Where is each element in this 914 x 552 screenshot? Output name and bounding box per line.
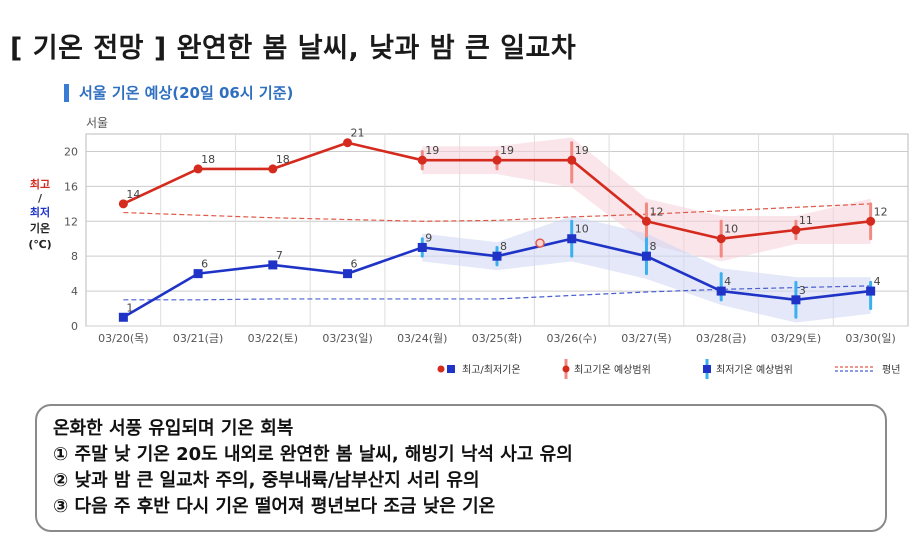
min-temp-point <box>791 295 801 305</box>
legend-max-range-marker <box>562 365 570 373</box>
y-tick-label: 8 <box>71 250 78 263</box>
y-axis-label-part: 최고 <box>30 177 50 191</box>
legend-min-range-marker <box>703 365 711 373</box>
x-tick-label: 03/21(금) <box>173 332 223 345</box>
summary-item-3: ③ 다음 주 후반 다시 기온 떨어져 평년보다 조금 낮은 기온 <box>53 496 496 517</box>
min-temp-label: 6 <box>201 258 208 271</box>
x-tick-label: 03/27(목) <box>621 332 671 345</box>
max-temp-label: 19 <box>425 144 439 157</box>
max-temp-label: 11 <box>799 214 813 227</box>
y-axis-label-part: / <box>38 192 43 205</box>
summary-item-2: ② 낮과 밤 큰 일교차 주의, 중부내륙/남부산지 서리 유의 <box>53 470 480 491</box>
max-temp-point <box>866 216 876 226</box>
legend-label: 최저기온 예상범위 <box>716 363 793 376</box>
x-tick-label: 03/30(일) <box>845 331 895 345</box>
max-temp-point <box>791 225 801 235</box>
min-temp-point <box>268 260 278 270</box>
min-temp-point <box>716 286 726 296</box>
min-temp-label: 4 <box>724 275 731 288</box>
x-tick-label: 03/25(화) <box>472 332 522 345</box>
max-range-band <box>422 137 871 262</box>
y-axis-label-part: 최저 <box>30 205 50 219</box>
summary-box: 온화한 서풍 유입되며 기온 회복 ① 주말 낮 기온 20도 내외로 완연한 … <box>35 404 887 532</box>
legend-label: 최고/최저기온 <box>462 364 521 376</box>
min-temp-point <box>343 269 353 279</box>
max-temp-point <box>716 234 726 244</box>
max-temp-label: 14 <box>126 188 140 201</box>
max-temp-point <box>343 138 353 148</box>
max-temp-point <box>417 155 427 165</box>
min-temp-label: 10 <box>575 223 589 236</box>
max-temp-label: 19 <box>500 144 514 157</box>
min-temp-point <box>492 251 502 261</box>
max-temp-label: 10 <box>724 223 738 236</box>
max-temp-label: 18 <box>276 153 290 166</box>
max-temp-point <box>567 155 577 165</box>
min-temp-label: 8 <box>500 240 507 253</box>
min-temp-point <box>193 269 203 279</box>
min-temp-point <box>866 286 876 296</box>
min-temp-label: 8 <box>649 240 656 253</box>
summary-item-1: ① 주말 낮 기온 20도 내외로 완연한 봄 날씨, 해빙기 낙석 사고 유의 <box>53 444 573 465</box>
y-axis-label-part: (℃) <box>28 238 51 251</box>
min-temp-label: 9 <box>425 231 432 244</box>
max-temp-point <box>118 199 128 209</box>
legend-label: 평년 <box>882 364 900 376</box>
min-temp-label: 3 <box>799 284 806 297</box>
max-temp-label: 21 <box>351 127 365 140</box>
x-tick-label: 03/23(일) <box>322 331 372 345</box>
max-temp-label: 12 <box>649 205 663 218</box>
min-temp-point <box>118 312 128 322</box>
location-label: 서울 <box>86 116 108 130</box>
legend-max-marker <box>437 365 445 373</box>
max-temp-label: 12 <box>874 205 888 218</box>
x-tick-label: 03/22(토) <box>248 332 298 345</box>
max-normal-line <box>123 203 871 222</box>
legend-label: 최고기온 예상범위 <box>574 363 651 376</box>
summary-heading: 온화한 서풍 유입되며 기온 회복 <box>53 418 294 439</box>
x-tick-label: 03/26(수) <box>547 332 597 345</box>
min-normal-line <box>123 285 871 301</box>
y-tick-label: 16 <box>64 180 78 193</box>
y-tick-label: 4 <box>71 285 78 298</box>
max-temp-label: 19 <box>575 144 589 157</box>
max-temp-point <box>268 164 278 174</box>
y-tick-label: 12 <box>64 215 78 228</box>
x-tick-label: 03/20(목) <box>98 332 148 345</box>
min-temp-point <box>417 242 427 252</box>
min-temp-point <box>641 251 651 261</box>
min-temp-label: 1 <box>126 301 133 314</box>
max-temp-point <box>641 216 651 226</box>
x-tick-label: 03/24(월) <box>397 332 447 345</box>
min-temp-point <box>567 234 577 244</box>
x-tick-label: 03/29(토) <box>771 332 821 345</box>
y-tick-label: 0 <box>71 320 78 333</box>
page-title: [ 기온 전망 ] 완연한 봄 날씨, 낮과 밤 큰 일교차 <box>10 33 577 64</box>
y-tick-label: 20 <box>64 145 78 158</box>
max-temp-point <box>193 164 203 174</box>
max-temp-point <box>492 155 502 165</box>
min-temp-label: 4 <box>874 275 881 288</box>
x-tick-label: 03/28(금) <box>696 332 746 345</box>
highlight-marker <box>535 238 545 248</box>
legend-min-marker <box>447 365 455 373</box>
y-axis-label-part: 기온 <box>30 221 50 235</box>
max-temp-label: 18 <box>201 153 215 166</box>
min-temp-label: 6 <box>351 258 358 271</box>
min-temp-label: 7 <box>276 249 283 262</box>
chart-subtitle: 서울 기온 예상(20일 06시 기준) <box>64 84 293 102</box>
